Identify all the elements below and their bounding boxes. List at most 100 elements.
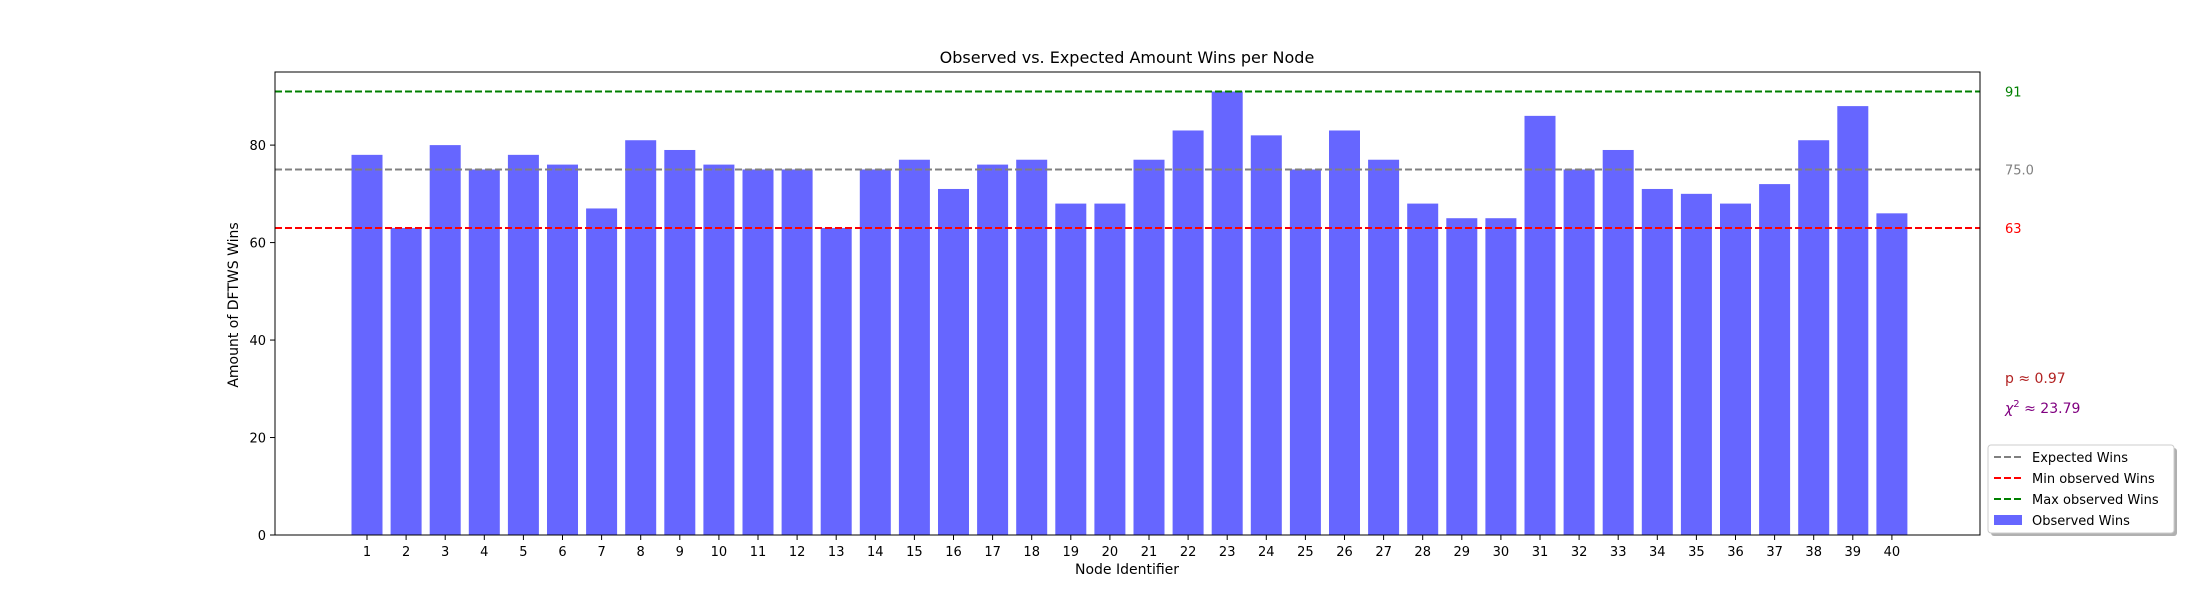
- bar-node-26: [1329, 130, 1360, 536]
- x-tick-label: 37: [1766, 545, 1783, 560]
- legend-label: Observed Wins: [2032, 514, 2130, 529]
- x-tick-label: 23: [1219, 545, 1236, 560]
- bar-node-13: [820, 227, 852, 536]
- expected-wins-value-label: 75.0: [2005, 163, 2034, 178]
- y-tick-label: 0: [258, 529, 266, 544]
- bar-node-18: [1016, 159, 1048, 535]
- bar-node-28: [1407, 203, 1439, 535]
- x-tick-label: 11: [750, 545, 767, 560]
- legend: Expected Wins Min observed Wins Max observ…: [1987, 444, 2177, 536]
- x-tick-label: 28: [1414, 545, 1431, 560]
- x-tick-label: 24: [1258, 545, 1275, 560]
- bar-node-20: [1094, 203, 1126, 535]
- bar-node-31: [1524, 115, 1556, 535]
- plot-area: 1 2 3 4 5 6 7 8 9 10 11 12 13 14 15 16 17 18 19 20 21 22 23 24 2…: [249, 71, 2034, 560]
- bar-node-14: [859, 169, 891, 535]
- bar-node-22: [1172, 130, 1204, 536]
- p-value-annotation: p ≈ 0.97: [2005, 371, 2066, 387]
- bar-node-16: [938, 188, 969, 535]
- x-tick-label: 38: [1805, 545, 1822, 560]
- bar-node-6: [547, 164, 578, 535]
- x-tick-label: 17: [984, 545, 1001, 560]
- x-tick-label: 26: [1336, 545, 1353, 560]
- bar-node-17: [977, 164, 1009, 535]
- x-tick-label: 4: [480, 545, 488, 560]
- y-tick-label: 80: [249, 139, 266, 154]
- bar-node-10: [703, 164, 735, 535]
- bar-node-34: [1641, 188, 1673, 535]
- bar-node-5: [507, 154, 539, 535]
- bar-node-37: [1759, 184, 1791, 536]
- max-observed-wins-value-label: 91: [2005, 85, 2022, 100]
- x-tick-label: 27: [1375, 545, 1392, 560]
- bar-node-29: [1446, 218, 1478, 536]
- x-tick-label: 15: [906, 545, 923, 560]
- y-tick-label: 40: [249, 334, 266, 349]
- x-tick-label: 18: [1023, 545, 1040, 560]
- bar-node-21: [1133, 159, 1165, 535]
- min-observed-wins-value-label: 63: [2005, 222, 2022, 237]
- x-tick-label: 22: [1180, 545, 1197, 560]
- chi-square-annotation: χ2 ≈ 23.79: [2004, 399, 2080, 417]
- bar-node-1: [351, 154, 383, 535]
- bar-node-33: [1602, 149, 1634, 535]
- x-tick-label: 34: [1649, 545, 1666, 560]
- bar-node-27: [1368, 159, 1400, 535]
- x-tick-label: 10: [711, 545, 728, 560]
- bar-node-3: [429, 145, 461, 535]
- x-tick-label: 2: [402, 545, 410, 560]
- x-tick-label: 21: [1141, 545, 1158, 560]
- plot-frame: [274, 71, 1981, 536]
- x-tick-label: 20: [1102, 545, 1119, 560]
- legend-label: Expected Wins: [2032, 451, 2128, 466]
- bar-node-40: [1876, 213, 1908, 535]
- y-axis-label: Amount of DFTWS Wins: [226, 222, 242, 387]
- bar-node-39: [1837, 106, 1869, 536]
- x-tick-label: 16: [945, 545, 962, 560]
- bar-node-38: [1798, 140, 1830, 536]
- bar-node-30: [1485, 218, 1517, 536]
- x-axis-label: Node Identifier: [1075, 562, 1179, 578]
- x-tick-label: 30: [1493, 545, 1510, 560]
- bar-node-4: [468, 169, 500, 535]
- bar-node-7: [586, 208, 618, 535]
- x-tick-label: 1: [363, 545, 371, 560]
- x-tick-label: 7: [597, 545, 605, 560]
- bar-node-12: [781, 169, 813, 535]
- x-tick-label: 9: [676, 545, 684, 560]
- bar-node-36: [1720, 203, 1751, 535]
- y-tick-label: 60: [249, 237, 266, 252]
- x-tick-label: 5: [519, 545, 527, 560]
- bar-node-23: [1211, 91, 1243, 535]
- bar-node-2: [390, 227, 422, 536]
- x-tick-label: 3: [441, 545, 449, 560]
- annotations: p ≈ 0.97 χ2 ≈ 23.79: [2004, 371, 2080, 417]
- x-tick-label: 29: [1454, 545, 1471, 560]
- x-tick-label: 12: [789, 545, 806, 560]
- bar-node-25: [1289, 169, 1321, 535]
- x-tick-label: 19: [1063, 545, 1080, 560]
- bar-node-24: [1250, 135, 1282, 535]
- legend-label: Max observed Wins: [2032, 493, 2159, 508]
- bar-node-11: [742, 169, 774, 535]
- bar-node-15: [898, 159, 930, 535]
- bar-node-32: [1563, 169, 1595, 535]
- x-tick-label: 33: [1610, 545, 1627, 560]
- x-tick-label: 36: [1727, 545, 1744, 560]
- legend-box: [1987, 444, 2175, 534]
- bar-node-35: [1680, 193, 1712, 535]
- x-tick-label: 35: [1688, 545, 1705, 560]
- bar-node-8: [625, 140, 657, 536]
- bar-node-9: [664, 149, 696, 535]
- y-tick-label: 20: [249, 432, 266, 447]
- x-tick-label: 40: [1884, 545, 1901, 560]
- x-tick-label: 31: [1532, 545, 1549, 560]
- x-tick-label: 6: [558, 545, 566, 560]
- x-tick-label: 32: [1571, 545, 1588, 560]
- bar-node-19: [1055, 203, 1087, 535]
- legend-swatch: [1994, 515, 2022, 525]
- x-tick-label: 14: [867, 545, 884, 560]
- x-tick-label: 39: [1845, 545, 1862, 560]
- x-tick-label: 13: [828, 545, 845, 560]
